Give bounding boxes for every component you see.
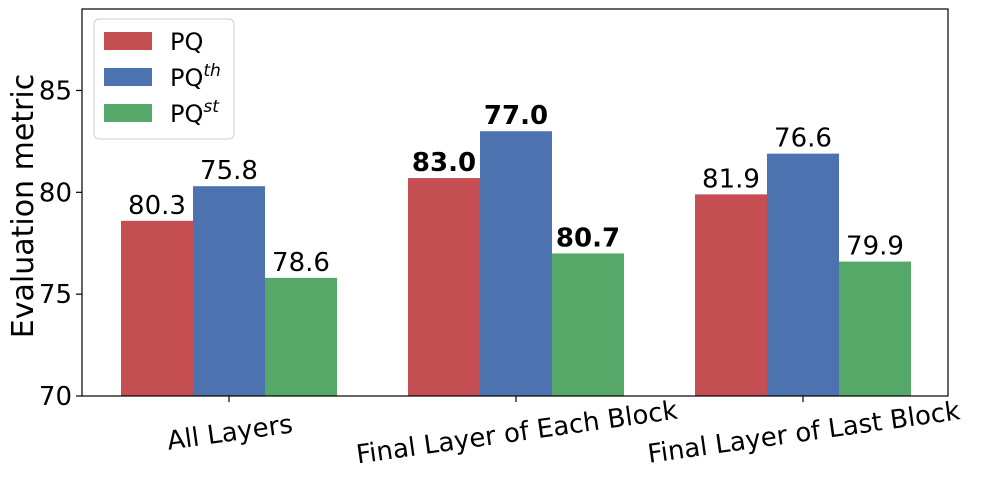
bar-th-1 — [480, 131, 552, 397]
y-axis-title: Evaluation metric — [6, 74, 41, 338]
legend-label-base: PQ — [170, 64, 203, 92]
y-tick-label: 85 — [39, 76, 72, 106]
legend-label: PQ — [170, 28, 203, 56]
data-label: 79.9 — [846, 232, 904, 262]
bar-st-1 — [552, 253, 624, 396]
data-label: 75.8 — [200, 156, 258, 186]
bar-st-2 — [839, 261, 911, 396]
bar-st-0 — [265, 277, 337, 396]
legend-swatch — [104, 32, 152, 50]
legend-swatch — [104, 68, 152, 86]
plot-frame — [81, 8, 949, 397]
legend-label-superscript: st — [203, 97, 220, 117]
x-category-label: Final Layer of Last Block — [646, 396, 962, 470]
legend-label-superscript: th — [203, 61, 220, 81]
legend-swatch — [104, 104, 152, 122]
data-label: 80.7 — [556, 223, 620, 253]
legend-label-base: PQ — [170, 100, 203, 128]
data-label: 78.6 — [272, 248, 330, 278]
data-label: 81.9 — [702, 164, 760, 194]
bar--2 — [695, 194, 767, 396]
legend-label: PQth — [170, 61, 221, 92]
y-tick-label: 70 — [39, 382, 72, 412]
data-label: 83.0 — [412, 148, 476, 178]
data-label: 80.3 — [128, 191, 186, 221]
legend-label: PQst — [170, 97, 220, 128]
bar--1 — [408, 178, 480, 396]
x-category-label: Final Layer of Each Block — [354, 396, 679, 471]
x-category-label: All Layers — [165, 409, 294, 456]
legend-label-base: PQ — [170, 28, 203, 56]
bar-th-0 — [193, 186, 265, 396]
y-tick-label: 80 — [39, 178, 72, 208]
bar--0 — [121, 220, 193, 396]
bar-th-2 — [767, 153, 839, 396]
y-tick-label: 75 — [39, 280, 72, 310]
data-label: 76.6 — [774, 124, 832, 154]
data-label: 77.0 — [484, 101, 548, 131]
